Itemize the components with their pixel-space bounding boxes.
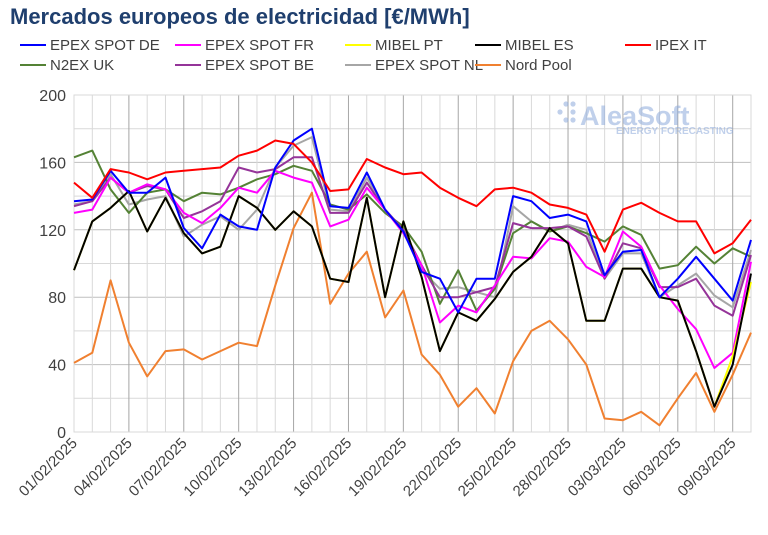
x-tick-label: 28/02/2025 <box>510 435 575 500</box>
legend-item: MIBEL ES <box>475 37 574 54</box>
logo-dot <box>563 101 569 107</box>
legend-label: EPEX SPOT BE <box>205 57 314 74</box>
legend-item: N2EX UK <box>20 57 114 74</box>
x-tick-label: 16/02/2025 <box>290 435 355 500</box>
legend-label: Nord Pool <box>505 57 572 74</box>
legend-label: MIBEL ES <box>505 37 574 54</box>
x-tick-label: 22/02/2025 <box>400 435 465 500</box>
x-tick-label: 06/03/2025 <box>620 435 685 500</box>
x-tick-label: 13/02/2025 <box>235 435 300 500</box>
logo-dot <box>570 101 576 107</box>
x-tick-label: 07/02/2025 <box>126 435 191 500</box>
x-tick-label: 25/02/2025 <box>455 435 520 500</box>
logo-dot <box>570 109 576 115</box>
y-tick-label: 0 <box>57 425 66 442</box>
series-line-epex-spot-be <box>73 156 752 317</box>
logo-dot <box>570 117 576 123</box>
x-tick-label: 04/02/2025 <box>71 435 136 500</box>
chart-title: Mercados europeos de electricidad [€/MWh… <box>10 4 470 29</box>
series-line-mibel-es <box>73 190 752 408</box>
legend-item: EPEX SPOT BE <box>175 57 314 74</box>
legend-label: EPEX SPOT DE <box>50 37 160 54</box>
legend-label: EPEX SPOT NL <box>375 57 483 74</box>
legend-item: IPEX IT <box>625 37 707 54</box>
series-line-ipex-it <box>73 139 752 255</box>
x-tick-label: 10/02/2025 <box>180 435 245 500</box>
x-tick-label: 19/02/2025 <box>345 435 410 500</box>
y-tick-label: 120 <box>39 223 66 240</box>
y-tick-label: 160 <box>39 155 66 172</box>
series-line-mibel-pt <box>73 190 752 408</box>
y-tick-label: 200 <box>39 88 66 105</box>
x-tick-label: 09/03/2025 <box>674 435 739 500</box>
legend-item: Nord Pool <box>475 57 572 74</box>
legend-label: MIBEL PT <box>375 37 443 54</box>
series-line-n2ex-uk <box>73 149 752 312</box>
x-tick-label: 03/03/2025 <box>565 435 630 500</box>
series-line-nord-pool <box>73 191 752 427</box>
series-line-epex-spot-de <box>73 127 752 314</box>
legend-label: IPEX IT <box>655 37 707 54</box>
x-tick-label: 01/02/2025 <box>16 435 81 500</box>
legend-label: EPEX SPOT FR <box>205 37 314 54</box>
logo-text: AleaSoft <box>580 101 690 131</box>
legend-label: N2EX UK <box>50 57 114 74</box>
legend-item: EPEX SPOT NL <box>345 57 483 74</box>
legend-item: MIBEL PT <box>345 37 443 54</box>
legend-item: EPEX SPOT DE <box>20 37 160 54</box>
legend-item: EPEX SPOT FR <box>175 37 314 54</box>
logo-dot <box>563 117 569 123</box>
y-tick-label: 40 <box>48 358 66 375</box>
logo-tagline: ENERGY FORECASTING <box>616 126 734 137</box>
y-tick-label: 80 <box>48 290 66 307</box>
logo-dot <box>557 109 563 115</box>
